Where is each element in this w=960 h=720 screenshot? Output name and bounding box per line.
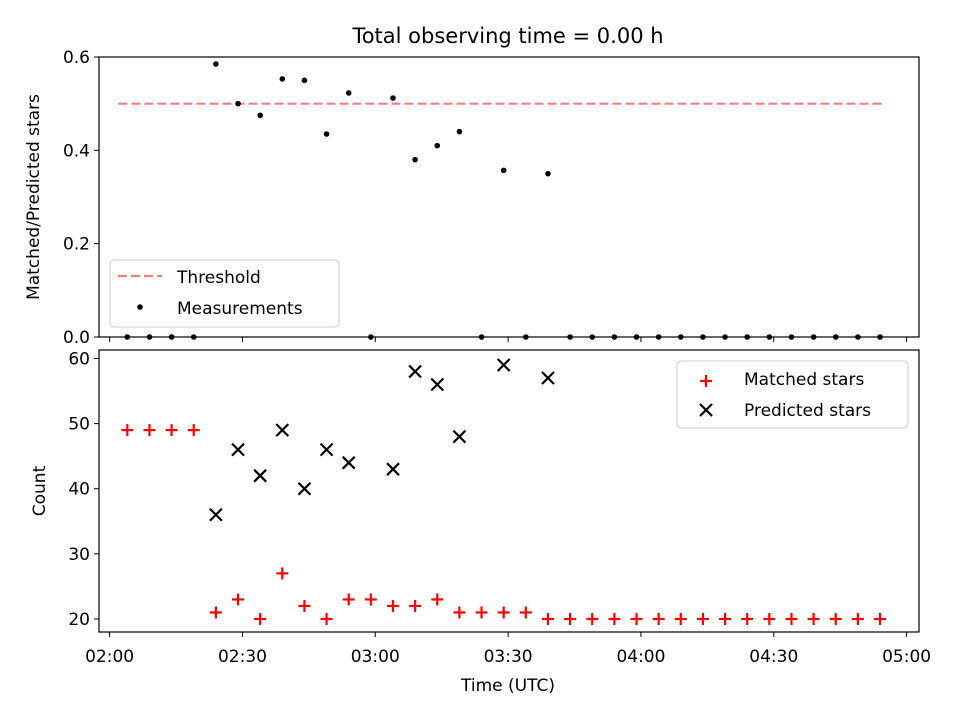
x-tick-label: 04:00 bbox=[616, 647, 665, 667]
matched-star-point bbox=[342, 593, 355, 606]
top-legend-box bbox=[109, 259, 340, 328]
measurement-point bbox=[323, 131, 330, 137]
top-axes-frame bbox=[98, 56, 920, 338]
x-tick-label: 03:30 bbox=[484, 647, 533, 667]
bottom-y-tick-label: 30 bbox=[68, 545, 90, 565]
x-axis-label: Time (UTC) bbox=[460, 676, 555, 696]
top-y-tick-label: 0.6 bbox=[63, 48, 90, 68]
bottom-y-tick-label: 20 bbox=[68, 610, 90, 630]
matched-star-point bbox=[431, 593, 444, 606]
chart-title: Total observing time = 0.00 h bbox=[351, 24, 663, 48]
matched-star-point bbox=[541, 612, 554, 625]
matched-star-point bbox=[165, 424, 178, 437]
measurement-point bbox=[257, 112, 263, 119]
top-y-tick-label: 0.2 bbox=[63, 235, 90, 255]
matched-star-point bbox=[719, 612, 732, 625]
matched-star-point bbox=[807, 612, 820, 625]
bottom-y-tick-label: 60 bbox=[68, 349, 90, 369]
predicted-star-point bbox=[297, 481, 312, 496]
matched-star-point bbox=[696, 612, 709, 625]
matched-star-point bbox=[630, 612, 643, 625]
x-tick-label: 05:00 bbox=[882, 647, 931, 667]
x-tick-label: 03:00 bbox=[351, 647, 400, 667]
matched-star-point bbox=[187, 424, 200, 437]
matched-star-point bbox=[254, 612, 267, 625]
matched-star-point bbox=[652, 612, 665, 625]
matched-star-point bbox=[364, 593, 377, 606]
x-tick-label: 04:30 bbox=[749, 647, 798, 667]
top-y-axis-label: Matched/Predicted stars bbox=[24, 94, 44, 300]
bottom-y-tick-label: 40 bbox=[68, 480, 90, 500]
legend-matched-label: Matched stars bbox=[744, 370, 864, 390]
predicted-star-point bbox=[430, 377, 445, 392]
predicted-star-point bbox=[231, 442, 245, 457]
measurement-point bbox=[412, 156, 418, 163]
legend-predicted-label: Predicted stars bbox=[744, 401, 871, 421]
matched-star-point bbox=[851, 612, 864, 625]
bottom-legend: Matched stars Predicted stars bbox=[676, 360, 909, 429]
x-tick-label: 02:00 bbox=[85, 647, 134, 667]
matched-star-point bbox=[741, 612, 754, 625]
top-legend: Threshold Measurements bbox=[109, 259, 340, 328]
matched-star-point bbox=[519, 606, 532, 619]
matched-star-point bbox=[608, 612, 621, 625]
top-y-tick-label: 0.0 bbox=[63, 328, 90, 348]
bottom-y-axis-label: Count bbox=[30, 465, 50, 516]
matched-star-point bbox=[453, 606, 466, 619]
predicted-star-point bbox=[275, 423, 290, 437]
predicted-star-point bbox=[496, 358, 511, 372]
bottom-plot-elements: 20 30 40 50 60 02:00 02:30 03:00 03:30 04:00 04:30… bbox=[68, 349, 931, 667]
matched-star-point bbox=[564, 612, 577, 625]
legend-predicted-swatch bbox=[699, 403, 713, 417]
legend-threshold-label: Threshold bbox=[176, 268, 261, 288]
top-panel: 0.0 0.2 0.4 0.6 Matched/Predicted stars bbox=[24, 48, 920, 348]
matched-star-point bbox=[320, 612, 333, 625]
matched-star-point bbox=[475, 606, 488, 619]
matched-star-point bbox=[497, 606, 510, 619]
predicted-star-point bbox=[541, 371, 555, 385]
x-tick-label: 02:30 bbox=[218, 647, 267, 667]
matched-star-point bbox=[386, 599, 399, 612]
matched-star-point bbox=[276, 567, 289, 580]
predicted-star-point bbox=[452, 429, 467, 444]
matched-star-point bbox=[763, 612, 776, 625]
measurement-point bbox=[456, 128, 463, 135]
bottom-axes-frame bbox=[98, 349, 920, 633]
matched-star-point bbox=[143, 424, 156, 437]
measurement-point bbox=[235, 100, 241, 107]
measurement-point bbox=[434, 142, 441, 149]
top-y-tick-label: 0.4 bbox=[63, 141, 90, 161]
matched-star-point bbox=[829, 612, 842, 625]
legend-measurements-swatch bbox=[137, 304, 143, 310]
measurement-point bbox=[545, 170, 551, 177]
predicted-star-point bbox=[341, 455, 356, 470]
matched-star-point bbox=[674, 612, 687, 625]
bottom-legend-box bbox=[676, 360, 909, 429]
legend-matched-swatch bbox=[700, 375, 712, 387]
measurement-point bbox=[390, 95, 396, 101]
matched-star-point bbox=[874, 612, 887, 625]
predicted-star-point bbox=[319, 442, 334, 457]
measurement-point bbox=[500, 167, 507, 174]
bottom-y-tick-label: 50 bbox=[68, 415, 90, 435]
predicted-star-point bbox=[386, 462, 400, 476]
predicted-star-point bbox=[209, 507, 223, 522]
measurement-point bbox=[301, 77, 308, 84]
measurement-point bbox=[279, 76, 286, 82]
measurement-point bbox=[213, 61, 219, 67]
matched-star-point bbox=[232, 593, 245, 606]
measurement-point bbox=[345, 90, 352, 96]
bottom-panel: 20 30 40 50 60 02:00 02:30 03:00 03:30 04:00 04:30… bbox=[30, 349, 931, 696]
matched-star-point bbox=[409, 599, 422, 612]
matched-star-point bbox=[785, 612, 798, 625]
legend-measurements-label: Measurements bbox=[177, 299, 303, 319]
predicted-star-point bbox=[408, 364, 422, 379]
matched-star-point bbox=[298, 599, 311, 612]
predicted-star-point bbox=[253, 468, 267, 483]
matched-star-point bbox=[121, 424, 134, 437]
matched-star-point bbox=[209, 606, 222, 619]
matched-star-point bbox=[586, 612, 599, 625]
